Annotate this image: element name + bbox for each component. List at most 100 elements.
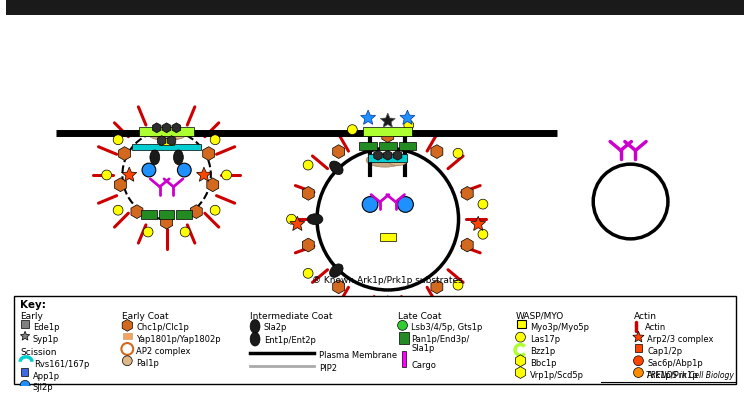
Ellipse shape (329, 264, 343, 277)
Polygon shape (333, 280, 345, 294)
Text: Yap1801p/Yap1802p: Yap1801p/Yap1802p (136, 335, 220, 344)
Polygon shape (431, 280, 442, 294)
Text: WASP/MYO: WASP/MYO (515, 312, 564, 321)
Polygon shape (471, 216, 486, 230)
Circle shape (404, 308, 414, 318)
Polygon shape (333, 145, 345, 158)
Bar (634, 344, 642, 352)
Ellipse shape (366, 153, 404, 167)
Text: ® Known Ark1p/Prk1p substrates: ® Known Ark1p/Prk1p substrates (313, 275, 464, 285)
Polygon shape (361, 110, 376, 124)
Circle shape (634, 367, 644, 377)
Text: AP2 complex: AP2 complex (136, 347, 190, 356)
Text: Sla2p: Sla2p (264, 323, 287, 332)
Ellipse shape (173, 150, 183, 165)
Ellipse shape (388, 155, 407, 165)
Bar (159, 210, 175, 219)
Bar (380, 233, 396, 241)
Bar (132, 143, 201, 151)
Text: Arp2/3 complex: Arp2/3 complex (647, 335, 714, 344)
Bar (398, 332, 410, 344)
Circle shape (143, 227, 153, 237)
Text: Actin: Actin (645, 323, 667, 332)
Circle shape (178, 163, 191, 177)
Circle shape (20, 380, 30, 390)
Polygon shape (122, 167, 136, 181)
Circle shape (347, 304, 357, 314)
Bar (139, 127, 194, 136)
Text: Lsb3/4/5p, Gts1p: Lsb3/4/5p, Gts1p (411, 323, 483, 332)
Text: App1p: App1p (33, 371, 60, 380)
Bar (123, 333, 132, 339)
Circle shape (453, 280, 463, 290)
Text: TRENDS in Cell Biology: TRENDS in Cell Biology (646, 371, 734, 380)
Text: PIP2: PIP2 (319, 364, 337, 373)
Text: Intermediate Coat: Intermediate Coat (251, 312, 333, 321)
Text: Late Coat: Late Coat (398, 312, 441, 321)
Text: Early: Early (20, 312, 43, 321)
Polygon shape (374, 151, 382, 160)
Bar (363, 127, 413, 136)
Text: Cargo: Cargo (411, 361, 436, 370)
Bar (141, 210, 157, 219)
Circle shape (102, 170, 112, 180)
Polygon shape (167, 136, 176, 145)
Polygon shape (160, 215, 172, 229)
Polygon shape (461, 187, 473, 200)
Polygon shape (382, 129, 394, 143)
Circle shape (222, 170, 232, 180)
Bar (7, 0, 743, 15)
Circle shape (303, 268, 313, 278)
Circle shape (515, 332, 526, 342)
Polygon shape (393, 151, 402, 160)
Circle shape (404, 120, 414, 130)
Ellipse shape (251, 332, 260, 346)
Polygon shape (190, 205, 202, 219)
Bar (398, 141, 416, 151)
Polygon shape (196, 167, 211, 181)
Bar (21, 367, 28, 376)
Polygon shape (515, 367, 526, 378)
Circle shape (286, 214, 296, 224)
Circle shape (303, 160, 313, 170)
Ellipse shape (308, 214, 323, 225)
Circle shape (478, 199, 488, 209)
Circle shape (398, 196, 413, 212)
Text: Pal1p: Pal1p (136, 359, 159, 368)
Bar (14, 296, 736, 384)
Text: Sjl2p: Sjl2p (33, 383, 53, 392)
Circle shape (453, 148, 463, 158)
Polygon shape (380, 113, 395, 127)
Ellipse shape (329, 161, 343, 174)
Circle shape (180, 227, 190, 237)
Ellipse shape (166, 128, 186, 139)
Circle shape (113, 135, 123, 145)
Polygon shape (633, 331, 644, 342)
Circle shape (478, 230, 488, 239)
Text: Sac6p/Abp1p: Sac6p/Abp1p (647, 359, 703, 368)
Text: Early Coat: Early Coat (122, 312, 169, 321)
Text: Actin: Actin (634, 312, 656, 321)
Bar (401, 351, 406, 367)
Circle shape (210, 205, 220, 215)
Text: Scission: Scission (20, 348, 57, 357)
Polygon shape (115, 178, 127, 192)
Bar (176, 210, 192, 219)
Polygon shape (431, 145, 442, 158)
Text: Key:: Key: (20, 300, 46, 310)
Polygon shape (515, 355, 526, 367)
Circle shape (113, 205, 123, 215)
Polygon shape (20, 331, 30, 340)
Bar (517, 320, 526, 328)
Polygon shape (131, 205, 142, 219)
Text: Vrp1p/Scd5p: Vrp1p/Scd5p (530, 371, 584, 380)
Circle shape (634, 356, 644, 365)
Circle shape (347, 125, 357, 134)
Polygon shape (118, 147, 130, 160)
Text: Las17p: Las17p (530, 335, 560, 344)
Text: Syp1p: Syp1p (33, 335, 59, 344)
Text: Rvs161/167p: Rvs161/167p (34, 360, 89, 369)
Text: Cap1/2p: Cap1/2p (647, 347, 682, 356)
Polygon shape (202, 147, 214, 160)
Polygon shape (302, 238, 314, 252)
